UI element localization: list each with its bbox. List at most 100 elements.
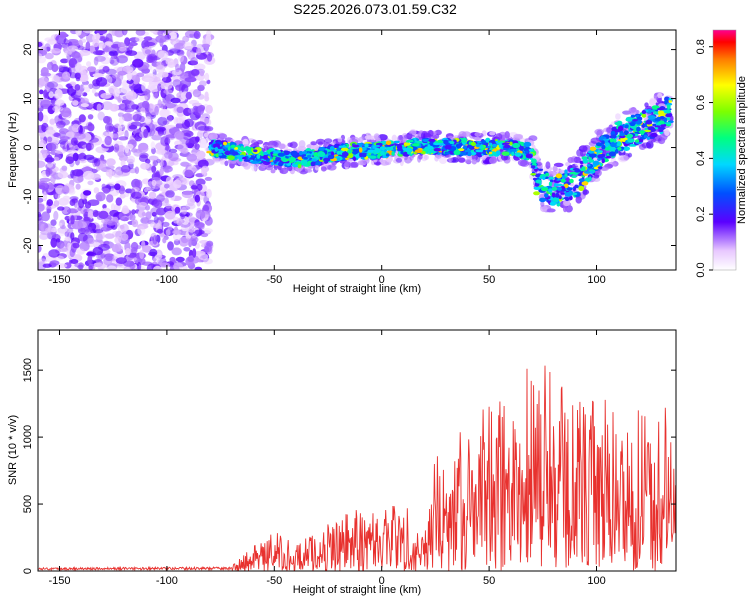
ridge-core-cell [544, 193, 549, 198]
noise-cell [60, 119, 70, 126]
ridge-core-cell [303, 156, 308, 160]
colorbar-tick-label: 0.4 [695, 151, 707, 166]
noise-cell [92, 38, 99, 48]
noise-cell [204, 72, 210, 81]
ridge-core-cell [230, 144, 236, 149]
noise-cell [195, 136, 200, 142]
noise-cell [194, 143, 200, 150]
noise-cell [47, 136, 53, 143]
ridge-core-cell [560, 178, 566, 183]
ridge-core-cell [645, 120, 653, 125]
ridge-core-cell [380, 150, 385, 156]
ridge-core-cell [658, 129, 664, 132]
noise-cell [194, 266, 203, 270]
ridge-halo-cell [483, 160, 490, 165]
noise-cell [131, 246, 138, 254]
noise-cell [97, 160, 107, 171]
noise-cell [202, 204, 210, 213]
ridge-core-cell [406, 139, 414, 143]
top-y-ticks: -20 -10 0 10 20 [22, 43, 676, 253]
noise-cell [175, 116, 186, 125]
noise-cell [84, 226, 92, 232]
noise-cell [53, 200, 60, 207]
ridge-core-cell [566, 187, 573, 191]
x-tick-label: 50 [483, 274, 495, 286]
ridge-halo-cell [396, 157, 402, 163]
noise-cell [118, 136, 129, 141]
x-tick-label: -100 [156, 274, 178, 286]
ridge-core-cell [310, 161, 316, 167]
ridge-core-cell [361, 152, 367, 158]
ridge-core-cell [596, 142, 603, 147]
noise-cell [93, 158, 101, 167]
noise-cell [50, 175, 56, 183]
noise-cell [54, 149, 67, 154]
noise-cell [66, 242, 72, 250]
noise-cell [44, 157, 55, 163]
noise-cell [192, 248, 197, 258]
ridge-core-cell [624, 124, 629, 129]
noise-cell [148, 155, 159, 161]
noise-cell [41, 211, 50, 222]
noise-cell [134, 166, 140, 174]
ridge-halo-cell [404, 156, 412, 164]
ridge-halo-cell [545, 161, 551, 169]
ridge-core-cell [244, 146, 251, 152]
noise-cell [64, 236, 71, 242]
noise-cell [135, 179, 143, 190]
noise-cell [111, 30, 117, 36]
noise-cell [178, 54, 185, 63]
noise-cell [159, 108, 170, 118]
ridge-core-cell [630, 114, 636, 118]
ridge-core-cell [509, 141, 513, 146]
noise-cell [120, 223, 129, 233]
noise-cell [196, 150, 206, 159]
noise-cell [148, 103, 154, 114]
noise-cell [67, 45, 78, 52]
noise-cell [118, 212, 126, 220]
noise-cell [46, 81, 59, 89]
noise-cell [71, 123, 81, 132]
ridge-core-cell [588, 176, 592, 182]
ridge-halo-cell [489, 131, 496, 136]
ridge-core-cell [578, 178, 585, 182]
noise-cell [201, 166, 207, 176]
ridge-core-cell [652, 123, 657, 127]
noise-cell [85, 41, 91, 50]
ridge-core-cell [589, 146, 597, 151]
ridge-core-cell [578, 185, 585, 192]
ridge-halo-cell [347, 137, 352, 145]
ridge-halo-cell [495, 133, 503, 141]
ridge-core-cell [223, 141, 227, 146]
noise-cell [182, 132, 191, 141]
ridge-core-cell [495, 150, 501, 156]
x-tick-label: -50 [266, 575, 282, 587]
noise-cell [151, 211, 157, 217]
noise-cell [157, 116, 168, 127]
noise-cell [167, 115, 173, 123]
ridge-core-cell [314, 161, 322, 166]
ridge-core-cell [531, 165, 536, 169]
noise-cell [165, 58, 175, 66]
ridge-core-cell [619, 132, 625, 137]
noise-cell [120, 233, 129, 241]
noise-cell [114, 30, 124, 38]
ridge-core-cell [238, 147, 243, 151]
noise-cell [80, 103, 89, 108]
noise-cell [131, 209, 136, 215]
noise-cell [168, 152, 179, 162]
noise-cell [102, 51, 110, 57]
noise-cell [180, 213, 186, 220]
noise-cell [78, 50, 91, 56]
noise-cell [38, 197, 44, 203]
y-tick-label: 1500 [22, 358, 34, 382]
noise-cell [155, 35, 167, 43]
noise-cell [55, 238, 61, 243]
ridge-core-cell [532, 177, 537, 181]
noise-cell [48, 91, 54, 99]
ridge-core-cell [643, 134, 648, 139]
ridge-core-cell [217, 153, 223, 156]
noise-cell [195, 209, 206, 220]
noise-cell [183, 247, 191, 252]
